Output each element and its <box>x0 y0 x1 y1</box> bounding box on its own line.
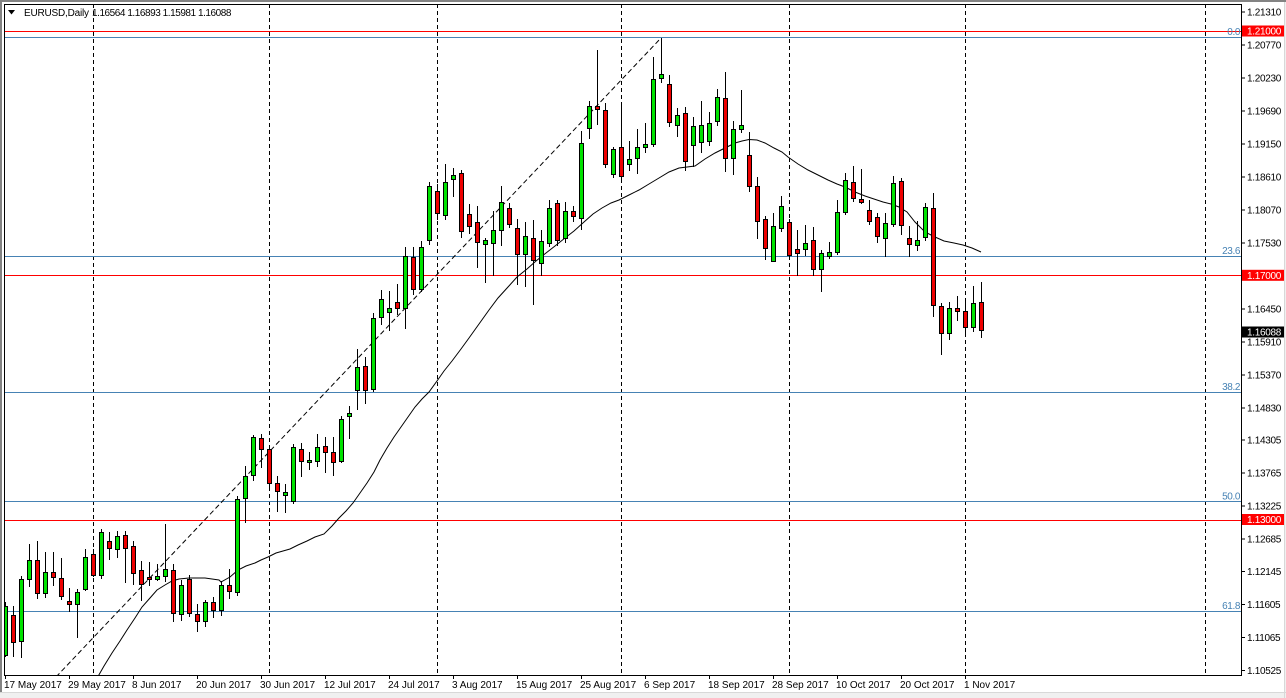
svg-text:1.14830: 1.14830 <box>1247 403 1282 414</box>
svg-text:1.15370: 1.15370 <box>1247 370 1282 381</box>
svg-text:1.13000: 1.13000 <box>1247 515 1282 526</box>
svg-text:1.14305: 1.14305 <box>1247 435 1282 446</box>
svg-text:1.19150: 1.19150 <box>1247 140 1282 151</box>
svg-text:23.6: 23.6 <box>1222 246 1241 257</box>
svg-text:1.17530: 1.17530 <box>1247 238 1282 249</box>
svg-text:30 Jun 2017: 30 Jun 2017 <box>260 680 315 691</box>
svg-text:1.16088: 1.16088 <box>1247 328 1282 339</box>
svg-text:1.12685: 1.12685 <box>1247 534 1282 545</box>
svg-text:20 Jun 2017: 20 Jun 2017 <box>196 680 251 691</box>
svg-text:1.11605: 1.11605 <box>1247 600 1281 611</box>
svg-text:0.0: 0.0 <box>1227 27 1241 38</box>
svg-text:20 Oct 2017: 20 Oct 2017 <box>900 680 955 691</box>
svg-text:17 May 2017: 17 May 2017 <box>4 680 62 691</box>
svg-text:1.10525: 1.10525 <box>1247 666 1282 677</box>
svg-text:38.2: 38.2 <box>1222 382 1241 393</box>
svg-text:3 Aug 2017: 3 Aug 2017 <box>452 680 503 691</box>
svg-text:1 Nov 2017: 1 Nov 2017 <box>964 680 1016 691</box>
svg-text:24 Jul 2017: 24 Jul 2017 <box>388 680 440 691</box>
svg-text:25 Aug 2017: 25 Aug 2017 <box>580 680 637 691</box>
svg-text:6 Sep 2017: 6 Sep 2017 <box>644 680 696 691</box>
svg-text:1.13765: 1.13765 <box>1247 468 1282 479</box>
svg-text:15 Aug 2017: 15 Aug 2017 <box>516 680 573 691</box>
svg-text:28 Sep 2017: 28 Sep 2017 <box>772 680 829 691</box>
svg-text:1.17000: 1.17000 <box>1247 271 1282 282</box>
svg-text:50.0: 50.0 <box>1222 492 1241 503</box>
svg-text:1.16450: 1.16450 <box>1247 304 1282 315</box>
svg-text:1.18610: 1.18610 <box>1247 173 1282 184</box>
svg-text:29 May 2017: 29 May 2017 <box>68 680 126 691</box>
svg-text:12 Jul 2017: 12 Jul 2017 <box>324 680 376 691</box>
svg-text:1.21310: 1.21310 <box>1247 8 1282 19</box>
svg-text:1.13225: 1.13225 <box>1247 501 1282 512</box>
svg-text:8 Jun 2017: 8 Jun 2017 <box>132 680 182 691</box>
svg-text:1.16564 1.16893 1.15981 1.1608: 1.16564 1.16893 1.15981 1.16088 <box>92 8 232 19</box>
svg-text:1.18070: 1.18070 <box>1247 205 1282 216</box>
svg-text:1.12145: 1.12145 <box>1247 567 1282 578</box>
svg-text:1.20230: 1.20230 <box>1247 74 1282 85</box>
svg-text:1.11065: 1.11065 <box>1247 633 1281 644</box>
svg-text:10 Oct 2017: 10 Oct 2017 <box>836 680 891 691</box>
svg-text:61.8: 61.8 <box>1222 601 1241 612</box>
svg-text:1.19690: 1.19690 <box>1247 107 1282 118</box>
svg-text:18 Sep 2017: 18 Sep 2017 <box>708 680 765 691</box>
svg-text:EURUSD,Daily: EURUSD,Daily <box>24 8 89 19</box>
svg-text:1.20770: 1.20770 <box>1247 41 1282 52</box>
svg-text:1.21000: 1.21000 <box>1247 27 1282 38</box>
svg-text:1.15910: 1.15910 <box>1247 337 1282 348</box>
